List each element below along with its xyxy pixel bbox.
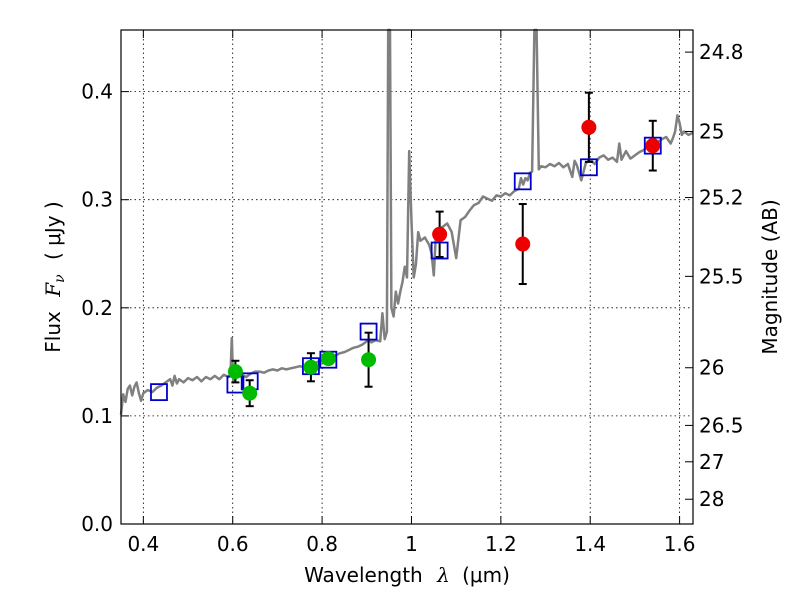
observed-optical-point bbox=[361, 352, 377, 368]
x-axis-label-text: Wavelength bbox=[304, 563, 423, 587]
x-axis-label-symbol: λ bbox=[436, 563, 450, 587]
x-tick-label: 0.8 bbox=[306, 532, 338, 556]
model-photometry-markers bbox=[150, 136, 662, 402]
axis-ticks: 0.4 0.6 0.8 1 1.2 1.4 1.6 0.0 0.1 0.2 0.3 0.4 24.8 25… bbox=[81, 30, 744, 556]
model-photometry-square bbox=[513, 172, 532, 191]
mag-tick-label: 26.5 bbox=[699, 413, 744, 437]
mag-tick-label: 25 bbox=[699, 120, 724, 144]
y-tick-label: 0.1 bbox=[81, 404, 113, 428]
observed-optical-point bbox=[303, 359, 319, 375]
model-photometry-square bbox=[579, 158, 598, 177]
mag-tick-label: 24.8 bbox=[699, 40, 744, 64]
mag-tick-label: 25.5 bbox=[699, 264, 744, 288]
observed-nir-point bbox=[581, 119, 597, 135]
x-tick-label: 1.2 bbox=[485, 532, 517, 556]
observed-nir-point bbox=[645, 138, 661, 154]
x-tick-label: 1 bbox=[405, 532, 418, 556]
model-photometry-square bbox=[359, 322, 378, 341]
observed-optical-point bbox=[242, 385, 258, 401]
plot-frame bbox=[120, 29, 694, 525]
x-axis-label: Wavelength λ (μm) bbox=[304, 563, 510, 587]
observed-nir-point bbox=[515, 236, 531, 252]
x-tick-label: 1.6 bbox=[664, 532, 696, 556]
y-tick-label: 0.3 bbox=[81, 188, 113, 212]
observed-optical-point bbox=[320, 351, 336, 367]
model-photometry-square bbox=[150, 383, 168, 402]
observed-nir-point bbox=[432, 226, 448, 242]
y-axis-label-unit: ( μJy ) bbox=[41, 201, 65, 260]
y-tick-label: 0.0 bbox=[81, 512, 113, 536]
model-photometry-square bbox=[643, 136, 662, 155]
x-axis-label-unit: (μm) bbox=[462, 563, 510, 587]
y-tick-label: 0.4 bbox=[81, 80, 113, 104]
x-tick-label: 1.4 bbox=[574, 532, 606, 556]
mag-tick-label: 25.2 bbox=[699, 186, 744, 210]
y2-axis-label: Magnitude (AB) bbox=[758, 199, 782, 354]
mag-tick-label: 28 bbox=[699, 487, 724, 511]
y-axis-label: Flux Fν ( μJy ) bbox=[41, 201, 69, 352]
observed-optical-point bbox=[227, 364, 243, 380]
y-axis-label-subscript: ν bbox=[52, 274, 68, 283]
x-tick-label: 0.4 bbox=[127, 532, 159, 556]
mag-tick-label: 27 bbox=[699, 450, 724, 474]
y-axis-label-text: Flux bbox=[41, 311, 65, 353]
mag-tick-label: 26 bbox=[699, 356, 724, 380]
y-axis-label-symbol: F bbox=[41, 282, 65, 298]
model-photometry-square bbox=[430, 241, 449, 260]
observed-photometry-markers bbox=[227, 119, 661, 401]
y-tick-label: 0.2 bbox=[81, 296, 113, 320]
x-tick-label: 0.6 bbox=[217, 532, 249, 556]
